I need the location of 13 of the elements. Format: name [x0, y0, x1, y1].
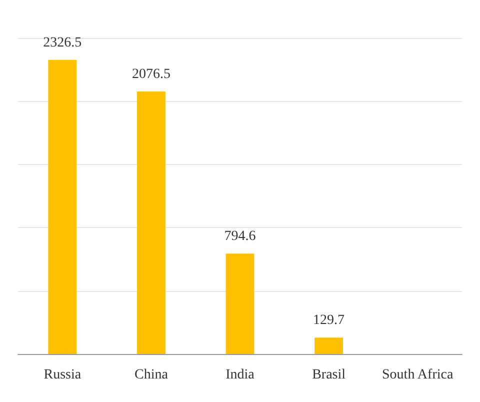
data-label: 794.6 — [224, 229, 256, 244]
x-tick-label: South Africa — [382, 368, 454, 382]
x-tick-label: India — [226, 368, 256, 382]
bar — [136, 92, 166, 354]
data-label: 2326.5 — [43, 35, 82, 50]
data-label: 2076.5 — [132, 67, 170, 82]
x-tick-label: China — [134, 368, 169, 382]
data-label: 129.7 — [313, 313, 345, 328]
x-tick-label: Brasil — [312, 368, 346, 382]
x-tick-label: Russia — [44, 368, 82, 382]
bar — [226, 254, 254, 354]
bar — [48, 60, 77, 354]
bar — [314, 338, 344, 354]
